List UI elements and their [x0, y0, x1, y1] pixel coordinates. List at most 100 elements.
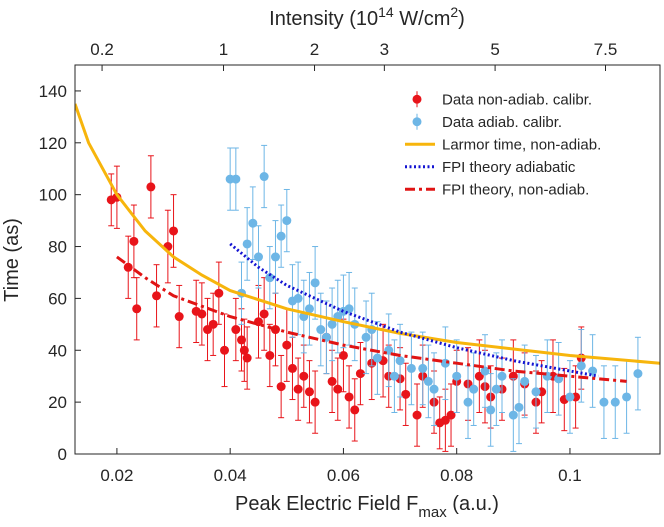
data-point [132, 304, 142, 314]
data-point [152, 291, 162, 301]
data-point [497, 371, 507, 381]
x-tick-label: 0.08 [440, 466, 473, 485]
label-part: Intensity (10 [269, 8, 378, 30]
x2-tick-label: 2 [310, 40, 319, 59]
data-point [231, 174, 241, 184]
x2-tick-label: 0.2 [90, 40, 114, 59]
x2-tick-label: 1 [219, 40, 228, 59]
data-point [412, 410, 422, 420]
data-point [129, 236, 139, 246]
data-point [633, 369, 643, 379]
data-point [622, 392, 632, 402]
data-point [214, 288, 224, 298]
data-point [491, 384, 501, 394]
data-point [401, 389, 411, 399]
x2-tick-label: 7.5 [594, 40, 618, 59]
data-point [418, 363, 428, 373]
line-series [75, 103, 660, 365]
y-tick-label: 60 [48, 289, 67, 308]
data-point [474, 371, 484, 381]
data-point [406, 363, 416, 373]
data-point [236, 335, 246, 345]
data-point [338, 350, 348, 360]
data-point [429, 384, 439, 394]
data-point [514, 402, 524, 412]
data-point [355, 369, 365, 379]
errorbar-series [225, 144, 643, 452]
data-point [576, 361, 586, 371]
data-point [299, 371, 309, 381]
data-point [446, 410, 456, 420]
data-point [197, 309, 207, 319]
x2-tick-label: 5 [490, 40, 499, 59]
legend-label: Data non-adiab. calibr. [442, 91, 592, 108]
data-point [310, 278, 320, 288]
data-point [610, 397, 620, 407]
label-sub: max [418, 504, 447, 521]
data-point [276, 231, 286, 241]
data-point [242, 239, 252, 249]
y-tick-label: 80 [48, 238, 67, 257]
data-point [531, 387, 541, 397]
y-tick-label: 0 [58, 445, 67, 464]
data-point [599, 397, 609, 407]
y-axis-label: Time (as) [1, 218, 23, 302]
data-point [327, 376, 337, 386]
data-point [270, 252, 280, 262]
label-part: W/cm [394, 8, 451, 30]
data-point [361, 332, 371, 342]
legend-label: Data adiab. calibr. [442, 114, 562, 131]
data-point [344, 392, 354, 402]
data-point [310, 397, 320, 407]
data-point [316, 325, 326, 335]
y-tick-label: 140 [39, 82, 67, 101]
x-tick-label: 0.1 [558, 466, 582, 485]
data-point [304, 387, 314, 397]
data-point [480, 366, 490, 376]
data-point [123, 262, 133, 272]
data-point [372, 353, 382, 363]
y-tick-label: 100 [39, 186, 67, 205]
data-point [293, 384, 303, 394]
y-tick-label: 120 [39, 134, 67, 153]
legend-box [397, 80, 655, 205]
data-point [259, 172, 269, 182]
data-point [169, 226, 179, 236]
data-point [276, 382, 286, 392]
data-point [253, 252, 263, 262]
data-point [333, 384, 343, 394]
data-point [327, 319, 337, 329]
label-part: ) [458, 8, 465, 30]
line-series [229, 242, 599, 378]
top-axis-label: Intensity (1014 W/cm2) [269, 4, 465, 30]
data-point [146, 182, 156, 192]
data-point [520, 376, 530, 386]
legend-label: Larmor time, non-adiab. [442, 136, 601, 153]
legend-marker [412, 117, 422, 127]
data-point [469, 384, 479, 394]
x-tick-label: 0.02 [100, 466, 133, 485]
data-point [486, 405, 496, 415]
legend-label: FPI theory adiabatic [442, 159, 576, 176]
data-point [293, 293, 303, 303]
label-sup: 14 [378, 4, 394, 20]
data-point [242, 353, 252, 363]
data-point [239, 345, 249, 355]
x-tick-label: 0.04 [214, 466, 247, 485]
data-point [463, 397, 473, 407]
data-point [389, 371, 399, 381]
data-point [423, 376, 433, 386]
legend-label: FPI theory, non-adiab. [442, 181, 589, 198]
y-tick-label: 20 [48, 393, 67, 412]
plot-frame [74, 64, 661, 455]
data-point [508, 410, 518, 420]
data-point [265, 273, 275, 283]
data-point [259, 309, 269, 319]
line-series [116, 255, 627, 383]
data-point [220, 345, 230, 355]
data-point [248, 218, 258, 228]
data-point [282, 340, 292, 350]
x-tick-label: 0.06 [327, 466, 360, 485]
data-point [350, 405, 360, 415]
label-sup: 2 [450, 4, 458, 20]
